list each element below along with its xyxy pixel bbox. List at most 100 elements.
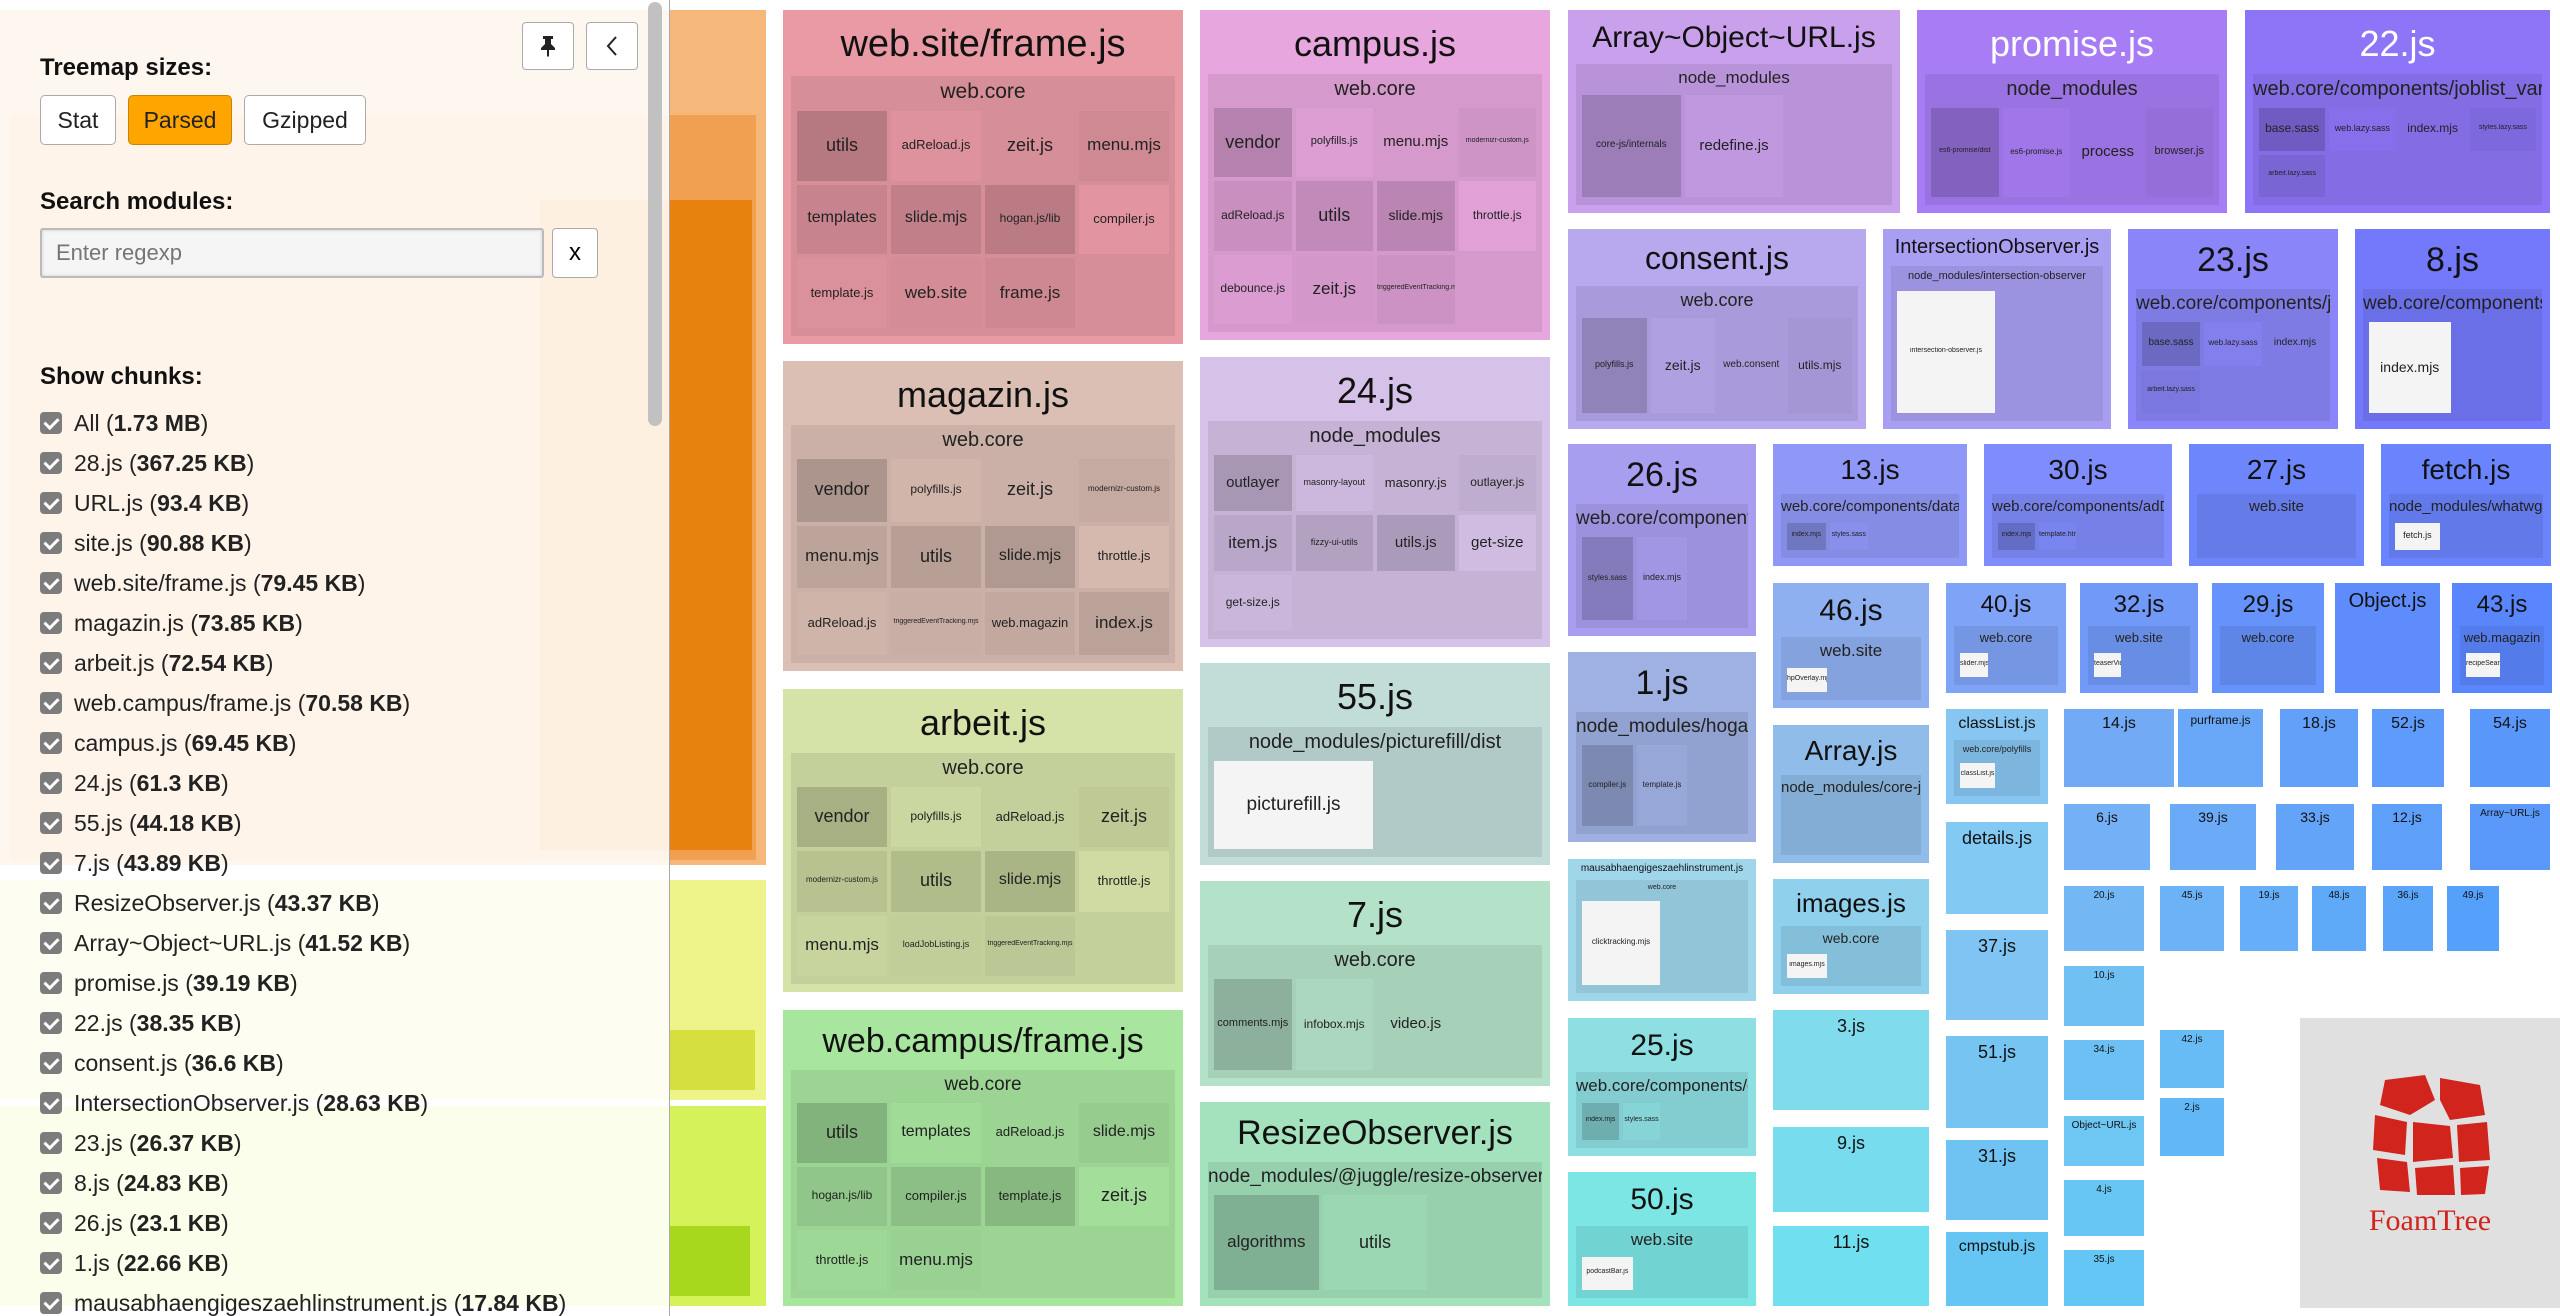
checkbox-checked-icon[interactable] xyxy=(40,771,62,794)
chunk-26-js[interactable]: 26.js web.core/components/paywallfooter st… xyxy=(1568,444,1756,636)
module-group[interactable]: web.core xyxy=(2220,626,2316,685)
checkbox-checked-icon[interactable] xyxy=(40,451,62,474)
module-throttle-js[interactable]: throttle.js xyxy=(1079,851,1169,912)
chunk-43-js[interactable]: 43.js web.magazin recipeSearch.mjs xyxy=(2452,583,2552,693)
chunk-checkbox-row[interactable]: 55.js (44.18 KB) xyxy=(40,803,566,843)
module-group[interactable]: web.site teaserVideoPlayer.js xyxy=(2088,626,2190,685)
module-templates[interactable]: templates xyxy=(797,184,887,255)
chunk-array-object-url-js[interactable]: Array~Object~URL.js node_modules core-js/i… xyxy=(1568,10,1900,213)
module-compiler-js[interactable]: compiler.js xyxy=(1079,184,1169,255)
chunk-11-js[interactable]: 11.js xyxy=(1773,1226,1929,1306)
chunk-13-js[interactable]: 13.js web.core/components/dataProtectionL… xyxy=(1773,444,1967,566)
chunk-checkbox-row[interactable]: 7.js (43.89 KB) xyxy=(40,843,566,883)
module-group[interactable]: node_modules outlayer masonry-layout masonr… xyxy=(1208,421,1542,639)
checkbox-checked-icon[interactable] xyxy=(40,1291,62,1314)
module-polyfills-js[interactable]: polyfills.js xyxy=(891,459,981,522)
chunk-40-js[interactable]: 40.js web.core slider.mjs xyxy=(1946,583,2066,693)
module-recipesearch-mjs[interactable]: recipeSearch.mjs xyxy=(2466,653,2500,677)
chunk-checkbox-row[interactable]: web.site/frame.js (79.45 KB) xyxy=(40,563,566,603)
checkbox-checked-icon[interactable] xyxy=(40,1211,62,1234)
module-throttle-js[interactable]: throttle.js xyxy=(1079,525,1169,589)
chunk-cmpstub-js[interactable]: cmpstub.js xyxy=(1946,1232,2048,1306)
module-index-mjs[interactable]: index.mjs xyxy=(1582,1103,1619,1140)
module-get-size-js[interactable]: get-size.js xyxy=(1214,575,1292,631)
sidebar[interactable]: Treemap sizes: Stat Parsed Gzipped Searc… xyxy=(0,0,670,1316)
chunk-images-js[interactable]: images.js web.core images.mjs xyxy=(1773,879,1929,994)
module-group[interactable]: web.core/polyfills classList.js xyxy=(1954,740,2040,796)
module-outlayer-js[interactable]: outlayer.js xyxy=(1458,455,1536,511)
search-clear-button[interactable]: x xyxy=(552,228,598,278)
checkbox-checked-icon[interactable] xyxy=(40,491,62,514)
chunk-web-site-frame-js[interactable]: web.site/frame.js web.core utils adReload.j… xyxy=(783,10,1183,344)
module-throttle-js[interactable]: throttle.js xyxy=(797,1230,887,1290)
module-process[interactable]: process xyxy=(2074,108,2142,197)
module-base-sass[interactable]: base.sass xyxy=(2259,108,2326,151)
chunk-magazin-js[interactable]: magazin.js web.core vendor polyfills.js zeit… xyxy=(783,361,1183,671)
chunk-consent-js[interactable]: consent.js web.core polyfills.js zeit.js web… xyxy=(1568,229,1866,429)
checkbox-checked-icon[interactable] xyxy=(40,971,62,994)
checkbox-checked-icon[interactable] xyxy=(40,651,62,674)
chunk-48-js[interactable]: 48.js xyxy=(2312,886,2366,951)
checkbox-checked-icon[interactable] xyxy=(40,1251,62,1274)
module-zeit-js[interactable]: zeit.js xyxy=(985,459,1075,522)
module-styles-lazy-sass[interactable]: styles.lazy.sass xyxy=(2469,108,2536,151)
chunk-32-js[interactable]: 32.js web.site teaserVideoPlayer.js xyxy=(2080,583,2198,693)
chunk-54-js[interactable]: 54.js xyxy=(2470,709,2550,787)
module-group[interactable]: node_modules/whatwg-fetch fetch.js xyxy=(2389,494,2543,558)
chunk-27-js[interactable]: 27.js web.site xyxy=(2189,444,2364,566)
module-adreload-js[interactable]: adReload.js xyxy=(985,1103,1075,1163)
chunk-22-js[interactable]: 22.js web.core/components/joblist_variant… xyxy=(2245,10,2550,213)
chunk-20-js[interactable]: 20.js xyxy=(2064,886,2144,951)
chunk-resizeobserver-js[interactable]: ResizeObserver.js node_modules/@juggle/re… xyxy=(1200,1102,1550,1306)
chunk-55-js[interactable]: 55.js node_modules/picturefill/dist pictur… xyxy=(1200,663,1550,865)
module-template-html[interactable]: template.html xyxy=(2039,523,2076,550)
chunk-fetch-js[interactable]: fetch.js node_modules/whatwg-fetch fetch.j… xyxy=(2381,444,2551,566)
chunk-classlist-js[interactable]: classList.js web.core/polyfills classList.… xyxy=(1946,709,2048,804)
module-group[interactable]: node_modules/core-js xyxy=(1781,775,1921,855)
module-algorithms[interactable]: algorithms xyxy=(1214,1195,1319,1290)
module-modernizr-custom-js[interactable]: modernizr-custom.js xyxy=(1458,108,1536,178)
module-utils[interactable]: utils xyxy=(1295,181,1373,251)
checkbox-checked-icon[interactable] xyxy=(40,891,62,914)
module-adreload-js[interactable]: adReload.js xyxy=(985,787,1075,848)
module-fizzy-ui-utils[interactable]: fizzy-ui-utils xyxy=(1295,515,1373,571)
module-group[interactable]: web.site podcastBar.js xyxy=(1576,1226,1748,1298)
checkbox-checked-icon[interactable] xyxy=(40,851,62,874)
chunk-web-campus-frame-js[interactable]: web.campus/frame.js web.core utils template… xyxy=(783,1010,1183,1306)
module-clicktracking-mjs[interactable]: clicktracking.mjs xyxy=(1582,901,1660,985)
checkbox-checked-icon[interactable] xyxy=(40,1051,62,1074)
module-outlayer[interactable]: outlayer xyxy=(1214,455,1292,511)
module-picturefill-js[interactable]: picturefill.js xyxy=(1214,761,1373,849)
chunk-object-js[interactable]: Object.js xyxy=(2335,583,2440,693)
chunk-9-js[interactable]: 9.js xyxy=(1773,1127,1929,1212)
module-group[interactable]: node_modules/hogan.js/lib compiler.js temp… xyxy=(1576,712,1748,834)
chunk-array-js[interactable]: Array.js node_modules/core-js xyxy=(1773,725,1929,863)
module-adreload-js[interactable]: adReload.js xyxy=(1214,181,1292,251)
chunk-checkbox-row[interactable]: 26.js (23.1 KB) xyxy=(40,1203,566,1243)
module-group[interactable]: web.core/components/joblist_variant base.… xyxy=(2253,74,2542,205)
module-adreload-js[interactable]: adReload.js xyxy=(797,592,887,655)
module-video-js[interactable]: video.js xyxy=(1377,979,1455,1070)
chunk-checkbox-row[interactable]: 1.js (22.66 KB) xyxy=(40,1243,566,1283)
chunk-checkbox-row[interactable]: 8.js (24.83 KB) xyxy=(40,1163,566,1203)
chunk-39-js[interactable]: 39.js xyxy=(2170,804,2256,870)
chunk-checkbox-row[interactable]: campus.js (69.45 KB) xyxy=(40,723,566,763)
size-stat-button[interactable]: Stat xyxy=(40,95,116,145)
module-group[interactable]: web.core images.mjs xyxy=(1781,926,1921,986)
site-module-block[interactable] xyxy=(670,1226,750,1296)
chunk-checkbox-row[interactable]: 23.js (26.37 KB) xyxy=(40,1123,566,1163)
module-hpoverlay-mjs[interactable]: hpOverlay.mjs xyxy=(1787,668,1827,692)
chunk-details-js[interactable]: details.js xyxy=(1946,822,2048,914)
module-template-js[interactable]: template.js xyxy=(985,1166,1075,1227)
chunk-31-js[interactable]: 31.js xyxy=(1946,1140,2048,1220)
chunk-checkbox-row[interactable]: consent.js (36.6 KB) xyxy=(40,1043,566,1083)
module-masonry-js[interactable]: masonry.js xyxy=(1377,455,1455,511)
module-compiler-js[interactable]: compiler.js xyxy=(891,1166,981,1227)
search-input[interactable] xyxy=(40,228,544,278)
module-intersection-observer-js[interactable]: intersection-observer.js xyxy=(1897,291,1995,413)
module-es6-promise-dist[interactable]: es6-promise/dist xyxy=(1931,108,1999,197)
module-menu-mjs[interactable]: menu.mjs xyxy=(1377,108,1455,178)
size-parsed-button[interactable]: Parsed xyxy=(128,95,232,145)
module-group[interactable]: node_modules/@juggle/resize-observer/lib… xyxy=(1208,1162,1542,1298)
module-group[interactable]: web.core utils templates adReload.js slide.m… xyxy=(791,1070,1175,1298)
